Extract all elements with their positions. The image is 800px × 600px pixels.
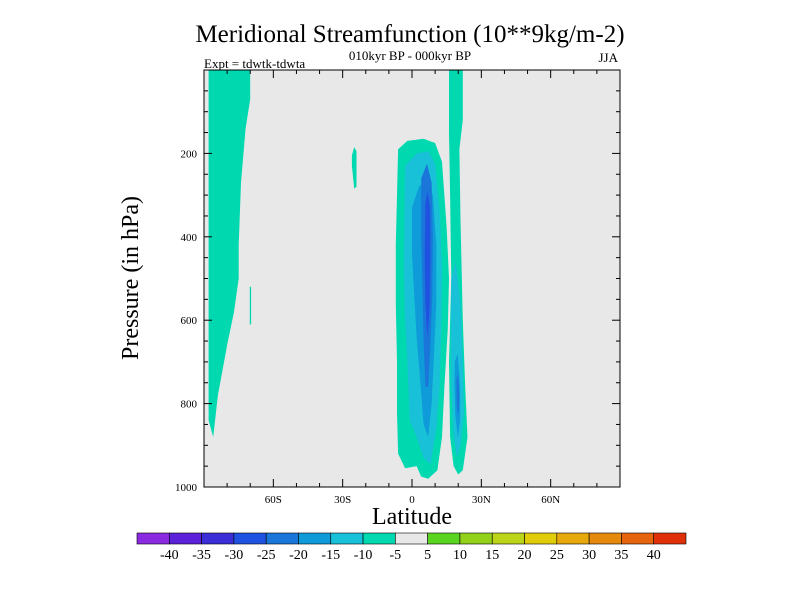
colorbar-label: -15 xyxy=(321,548,340,563)
colorbar-label: -35 xyxy=(192,548,211,563)
colorbar-swatch xyxy=(233,532,267,545)
colorbar-swatch xyxy=(556,532,590,545)
contour-sh-thin-strip xyxy=(249,286,252,325)
y-tick-label: 400 xyxy=(181,232,198,244)
colorbar-swatch xyxy=(362,532,396,545)
x-axis-label: Latitude xyxy=(372,504,452,530)
colorbar-label: -25 xyxy=(257,548,276,563)
colorbar-swatch xyxy=(330,532,364,545)
colorbar-swatch xyxy=(201,532,235,545)
chart-subtitle: 010kyr BP - 000kyr BP xyxy=(349,48,471,63)
chart-title: Meridional Streamfunction (10**9kg/m-2) xyxy=(195,21,624,48)
colorbar-label: 5 xyxy=(424,548,431,563)
y-tick-label: 800 xyxy=(181,399,198,411)
season-label: JJA xyxy=(598,50,618,65)
contour-layer xyxy=(208,70,468,479)
colorbar: -40 -35 -30 -25 -20 -15 -10 -5 5 10 15 20 25 30 35 40 xyxy=(136,532,687,563)
colorbar-swatch xyxy=(168,532,202,545)
contour-sh-polar-cell xyxy=(208,70,251,437)
contour-nh-cell-25 xyxy=(456,374,460,417)
colorbar-swatch xyxy=(395,532,428,545)
y-tick-label: 200 xyxy=(181,148,198,160)
colorbar-label: -30 xyxy=(225,548,244,563)
x-tick-label: 30S xyxy=(334,494,351,506)
x-tick-label: 60S xyxy=(265,494,282,506)
colorbar-swatch xyxy=(265,532,299,545)
experiment-label: Expt = tdwtk-tdwta xyxy=(204,56,305,71)
colorbar-swatch xyxy=(588,532,622,545)
colorbar-swatch xyxy=(491,532,525,545)
x-tick-label: 60N xyxy=(541,494,560,506)
colorbar-swatch xyxy=(136,532,170,545)
colorbar-label: -10 xyxy=(354,548,373,563)
contour-sh-subtropical-blob xyxy=(351,147,357,189)
colorbar-label: 30 xyxy=(582,548,596,563)
y-tick-label: 1000 xyxy=(175,482,198,494)
colorbar-label: 15 xyxy=(485,548,499,563)
colorbar-label: 35 xyxy=(614,548,628,563)
colorbar-label: 20 xyxy=(518,548,532,563)
colorbar-swatch xyxy=(524,532,558,545)
colorbar-label: -40 xyxy=(160,548,179,563)
colorbar-label: 25 xyxy=(550,548,564,563)
y-axis-label: Pressure (in hPa) xyxy=(118,196,144,360)
colorbar-label: 10 xyxy=(453,548,467,563)
colorbar-label: 40 xyxy=(647,548,661,563)
colorbar-label: -20 xyxy=(289,548,308,563)
colorbar-label: -5 xyxy=(390,548,402,563)
colorbar-swatch xyxy=(653,532,687,545)
y-tick-label: 600 xyxy=(181,315,198,327)
colorbar-swatch xyxy=(427,532,461,545)
contour-tropical-cell-30 xyxy=(424,190,431,337)
x-tick-label: 30N xyxy=(472,494,491,506)
tick-layer: 200 400 600 800 1000 60S 30S 0 30N 60N xyxy=(175,70,620,506)
colorbar-swatch xyxy=(621,532,654,545)
colorbar-swatch xyxy=(459,532,493,545)
colorbar-swatch xyxy=(298,532,332,545)
x-tick-label: 0 xyxy=(409,494,415,506)
